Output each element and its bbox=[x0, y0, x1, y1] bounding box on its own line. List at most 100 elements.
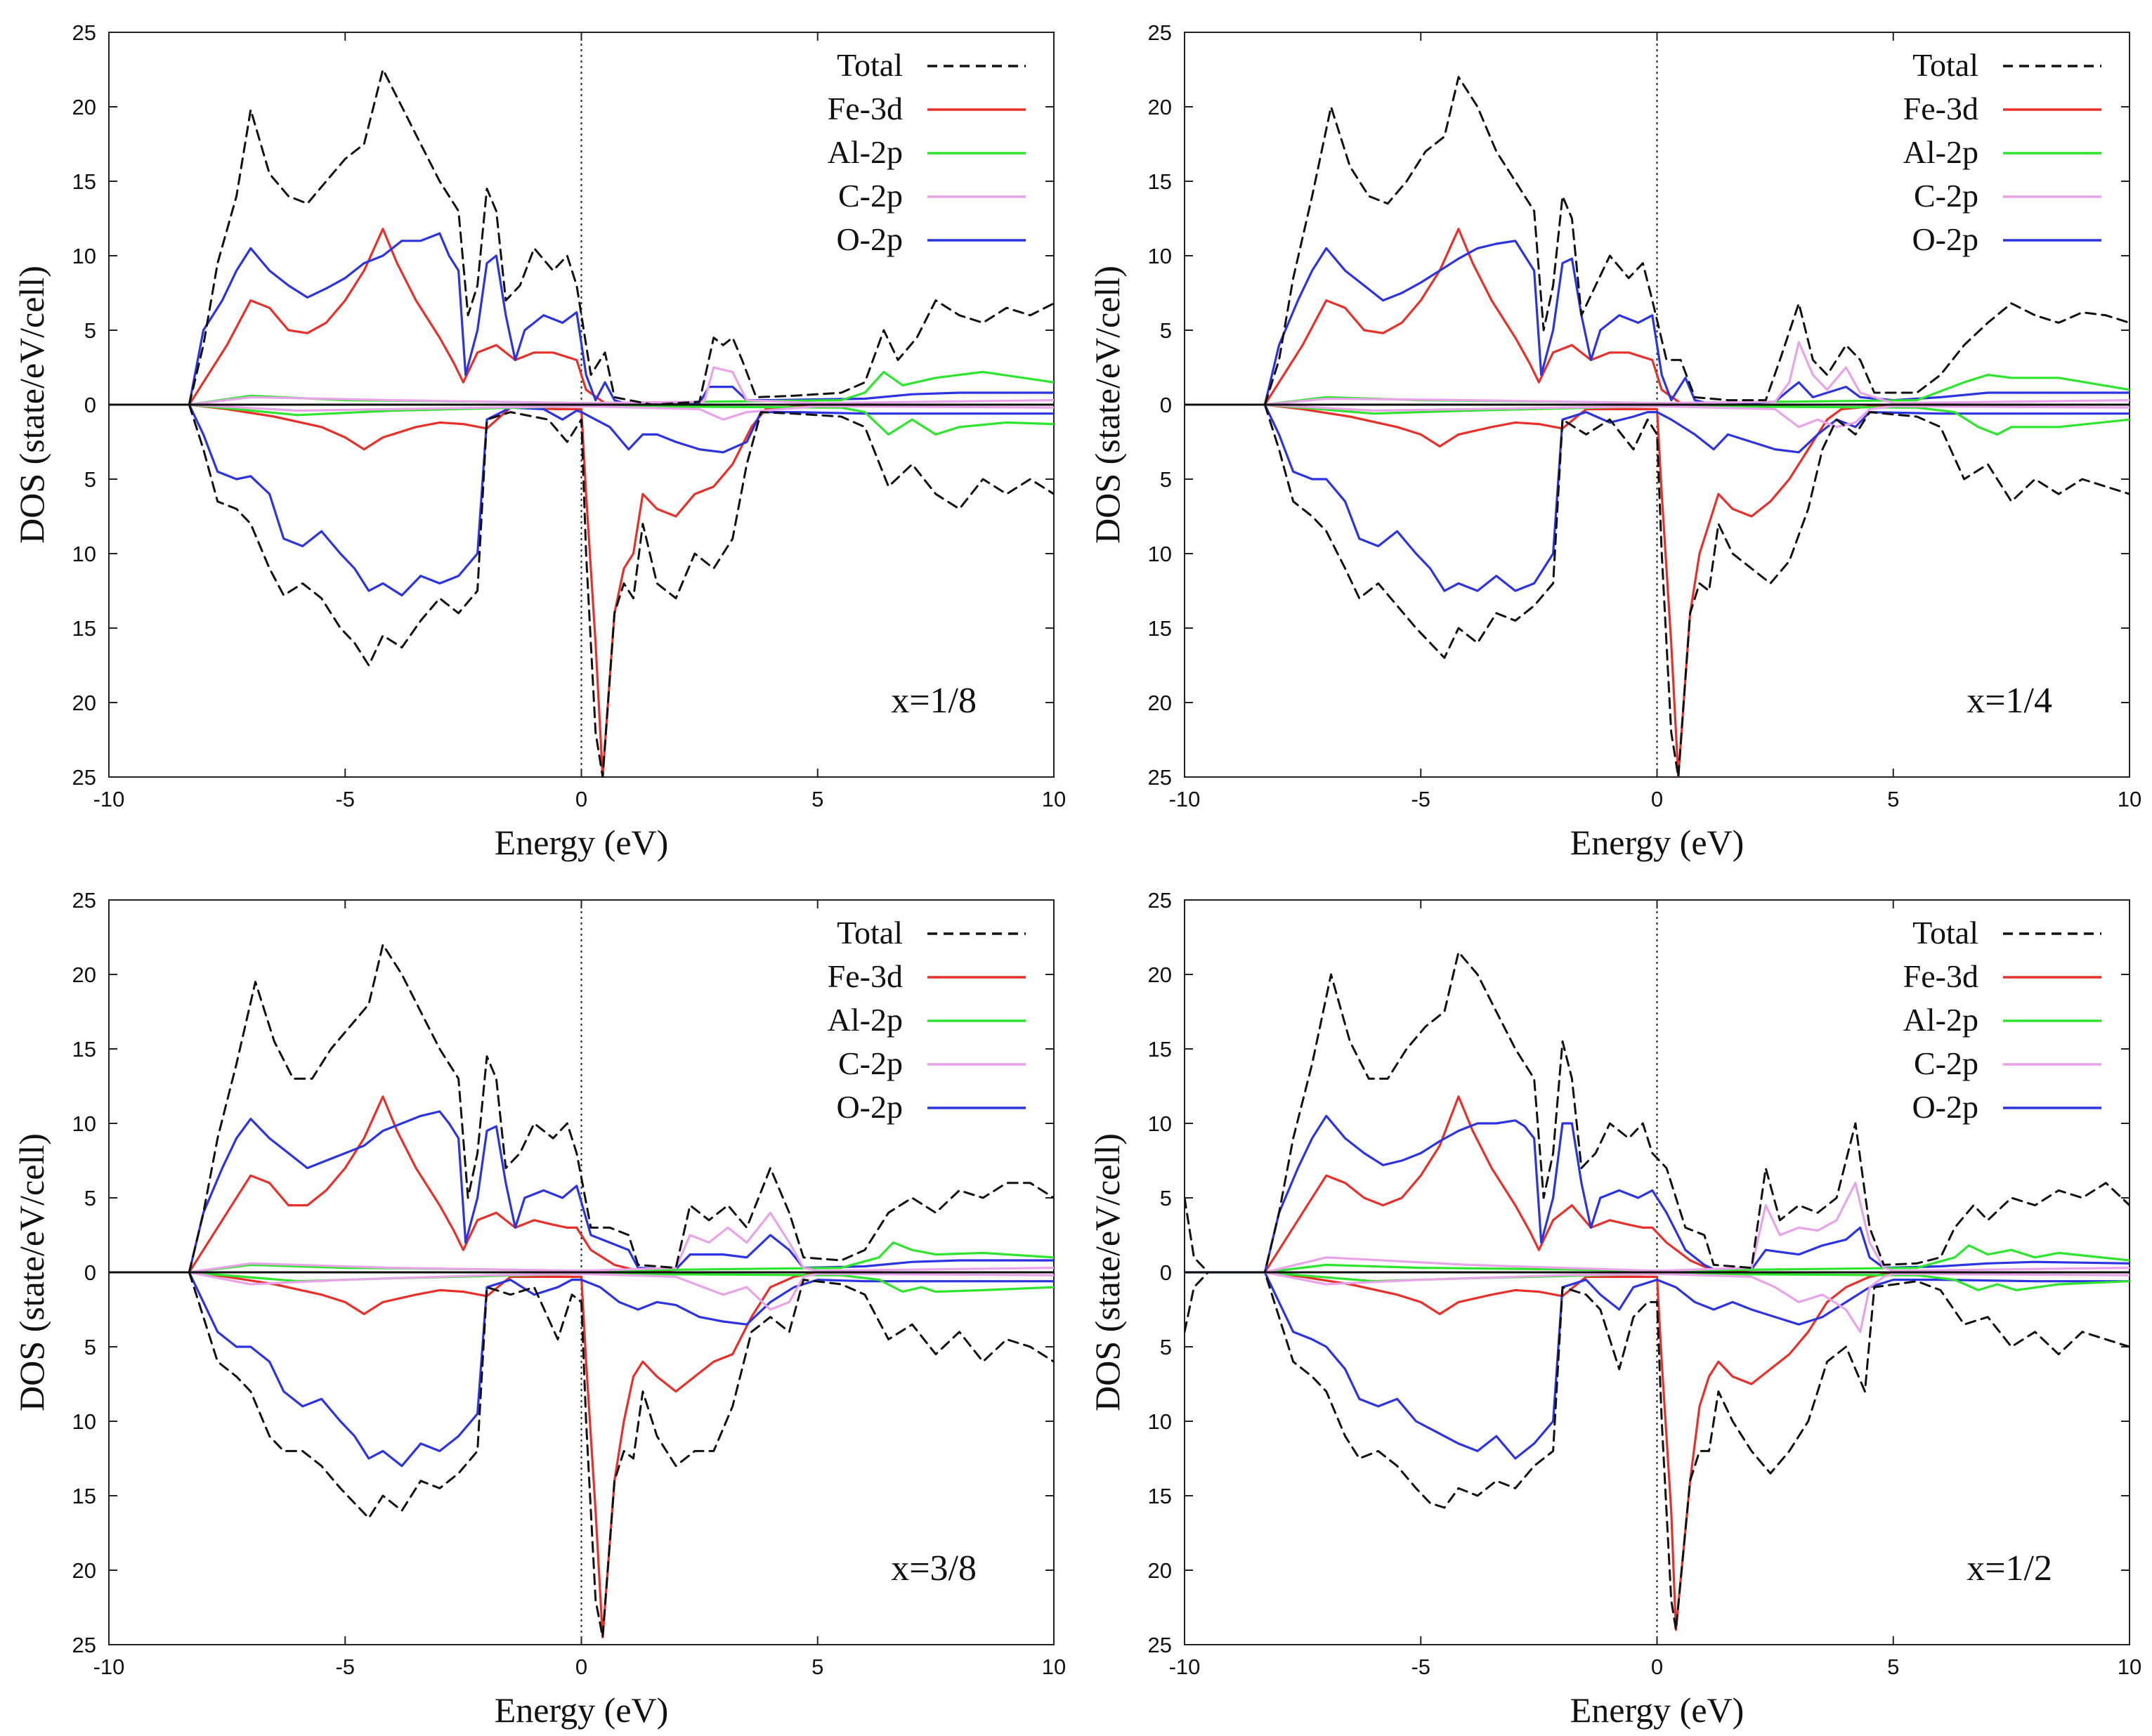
x-tick-label: -5 bbox=[335, 787, 355, 811]
y-tick-label: 15 bbox=[1148, 169, 1172, 194]
x-tick-label: 0 bbox=[1651, 787, 1663, 811]
legend-label-total: Total bbox=[1912, 47, 1978, 83]
y-tick-label: 10 bbox=[1148, 1409, 1172, 1434]
series-line-al-2p-up bbox=[188, 1241, 1054, 1274]
y-axis-title: DOS (state/eV/cell) bbox=[1088, 1133, 1127, 1411]
y-tick-label: 15 bbox=[72, 616, 96, 641]
dos-panel-2: -10 -5 0 5 10 25 20 15 10 5 0 5 10 15 20 25 Energy (eV) D… bbox=[1088, 20, 2141, 862]
series-line-fe-3d-down bbox=[1263, 403, 1895, 777]
y-tick-label: 20 bbox=[1148, 1558, 1172, 1583]
y-tick-label: 15 bbox=[1148, 1037, 1172, 1062]
legend-label-fe-3d: Fe-3d bbox=[828, 958, 903, 994]
x-axis-title: Energy (eV) bbox=[1570, 1690, 1745, 1730]
y-axis-title: DOS (state/eV/cell) bbox=[12, 1133, 51, 1411]
series-line-fe-3d-up bbox=[188, 1095, 677, 1274]
y-tick-label: 10 bbox=[72, 1409, 96, 1434]
y-tick-label: 0 bbox=[1160, 393, 1172, 417]
y-tick-label: 25 bbox=[72, 1633, 96, 1657]
series-line-fe-3d-up bbox=[188, 228, 630, 406]
y-tick-label: 25 bbox=[1148, 1633, 1172, 1657]
x-tick-label: -10 bbox=[93, 1655, 125, 1679]
y-axis-title: DOS (state/eV/cell) bbox=[1088, 266, 1127, 544]
series-line-total-up bbox=[188, 944, 1054, 1274]
x-tick-label: 10 bbox=[2118, 1655, 2141, 1679]
series-line-c-2p-up bbox=[1263, 1182, 2130, 1274]
series-line-o-2p-down bbox=[1263, 1271, 2130, 1460]
series-line-al-2p-down bbox=[1263, 403, 2130, 436]
legend-label-total: Total bbox=[1912, 915, 1978, 951]
series-line-o-2p-down bbox=[188, 403, 1054, 596]
y-tick-label: 10 bbox=[1148, 1111, 1172, 1136]
series-line-o-2p-up bbox=[188, 1110, 1054, 1274]
y-tick-label: 25 bbox=[1148, 888, 1172, 913]
y-tick-label: 15 bbox=[72, 1037, 96, 1062]
y-tick-label: 25 bbox=[72, 888, 96, 913]
series-line-fe-3d-up bbox=[1263, 228, 1706, 406]
x-tick-label: 10 bbox=[2118, 787, 2141, 811]
legend-label-c-2p: C-2p bbox=[1914, 1045, 1978, 1081]
x-tick-label: 0 bbox=[1651, 1655, 1663, 1679]
series-line-total-up bbox=[1263, 76, 2130, 406]
y-tick-label: 10 bbox=[1148, 542, 1172, 566]
y-tick-label: 20 bbox=[1148, 95, 1172, 119]
x-tick-label: 0 bbox=[575, 787, 587, 811]
series-line-o-2p-up bbox=[188, 232, 1054, 406]
legend-label-total: Total bbox=[837, 915, 903, 951]
legend-label-c-2p: C-2p bbox=[1914, 178, 1978, 214]
y-tick-label: 20 bbox=[1148, 691, 1172, 715]
legend-label-al-2p: Al-2p bbox=[1903, 134, 1978, 170]
legend-label-total: Total bbox=[837, 47, 903, 83]
dos-panel-4: -10 -5 0 5 10 25 20 15 10 5 0 5 10 15 20 25 Energy (eV) D… bbox=[1088, 888, 2141, 1730]
legend-label-o-2p: O-2p bbox=[1912, 1089, 1978, 1125]
series-line-c-2p-down bbox=[1263, 1271, 2130, 1333]
series-line-fe-3d-down bbox=[188, 1271, 819, 1638]
legend-label-c-2p: C-2p bbox=[838, 1045, 903, 1081]
y-tick-label: 10 bbox=[72, 1111, 96, 1136]
x-tick-label: 10 bbox=[1042, 787, 1066, 811]
y-tick-label: 25 bbox=[72, 765, 96, 790]
legend-label-o-2p: O-2p bbox=[836, 1089, 903, 1125]
series-line-o-2p-down bbox=[188, 1271, 1054, 1468]
legend-label-fe-3d: Fe-3d bbox=[1903, 958, 1978, 994]
x-tick-label: -5 bbox=[1411, 1655, 1430, 1679]
y-tick-label: 25 bbox=[1148, 20, 1172, 45]
y-tick-label: 5 bbox=[1160, 1186, 1172, 1210]
series-line-o-2p-up bbox=[1185, 1114, 2130, 1274]
series-line-total-down bbox=[1263, 403, 2130, 777]
series-line-al-2p-down bbox=[188, 403, 1054, 436]
y-tick-label: 20 bbox=[72, 1558, 96, 1583]
y-tick-label: 0 bbox=[1160, 1260, 1172, 1285]
legend-label-c-2p: C-2p bbox=[838, 178, 903, 214]
x-tick-label: 5 bbox=[811, 787, 823, 811]
series-line-al-2p-up bbox=[1263, 1244, 2130, 1274]
x-tick-label: 5 bbox=[1887, 1655, 1899, 1679]
y-tick-label: 15 bbox=[1148, 1484, 1172, 1508]
y-tick-label: 10 bbox=[72, 244, 96, 268]
legend-label-o-2p: O-2p bbox=[1912, 221, 1978, 257]
y-tick-label: 20 bbox=[1148, 962, 1172, 987]
x-axis-title: Energy (eV) bbox=[1570, 823, 1745, 862]
y-tick-label: 15 bbox=[72, 1484, 96, 1508]
y-tick-label: 20 bbox=[72, 95, 96, 119]
y-tick-label: 0 bbox=[84, 393, 96, 417]
series-line-fe-3d-down bbox=[188, 403, 819, 777]
legend-label-fe-3d: Fe-3d bbox=[1903, 91, 1978, 126]
y-axis-title: DOS (state/eV/cell) bbox=[12, 266, 51, 544]
panel-composition-label: x=3/8 bbox=[891, 1548, 977, 1588]
y-tick-label: 20 bbox=[72, 691, 96, 715]
x-axis-title: Energy (eV) bbox=[495, 823, 669, 862]
x-tick-label: -10 bbox=[1169, 1655, 1201, 1679]
series-line-c-2p-up bbox=[188, 366, 1054, 406]
legend-label-o-2p: O-2p bbox=[836, 221, 903, 257]
x-tick-label: 0 bbox=[575, 1655, 587, 1679]
y-tick-label: 5 bbox=[84, 467, 96, 492]
series-line-total-down bbox=[1185, 1271, 2130, 1631]
panel-composition-label: x=1/8 bbox=[891, 681, 977, 721]
series-line-o-2p-down bbox=[1263, 403, 2130, 592]
series-line-total-up bbox=[1185, 951, 2130, 1274]
y-tick-label: 5 bbox=[1160, 1335, 1172, 1359]
y-tick-label: 10 bbox=[72, 542, 96, 566]
legend-label-al-2p: Al-2p bbox=[828, 134, 903, 170]
legend-label-al-2p: Al-2p bbox=[1903, 1002, 1978, 1038]
